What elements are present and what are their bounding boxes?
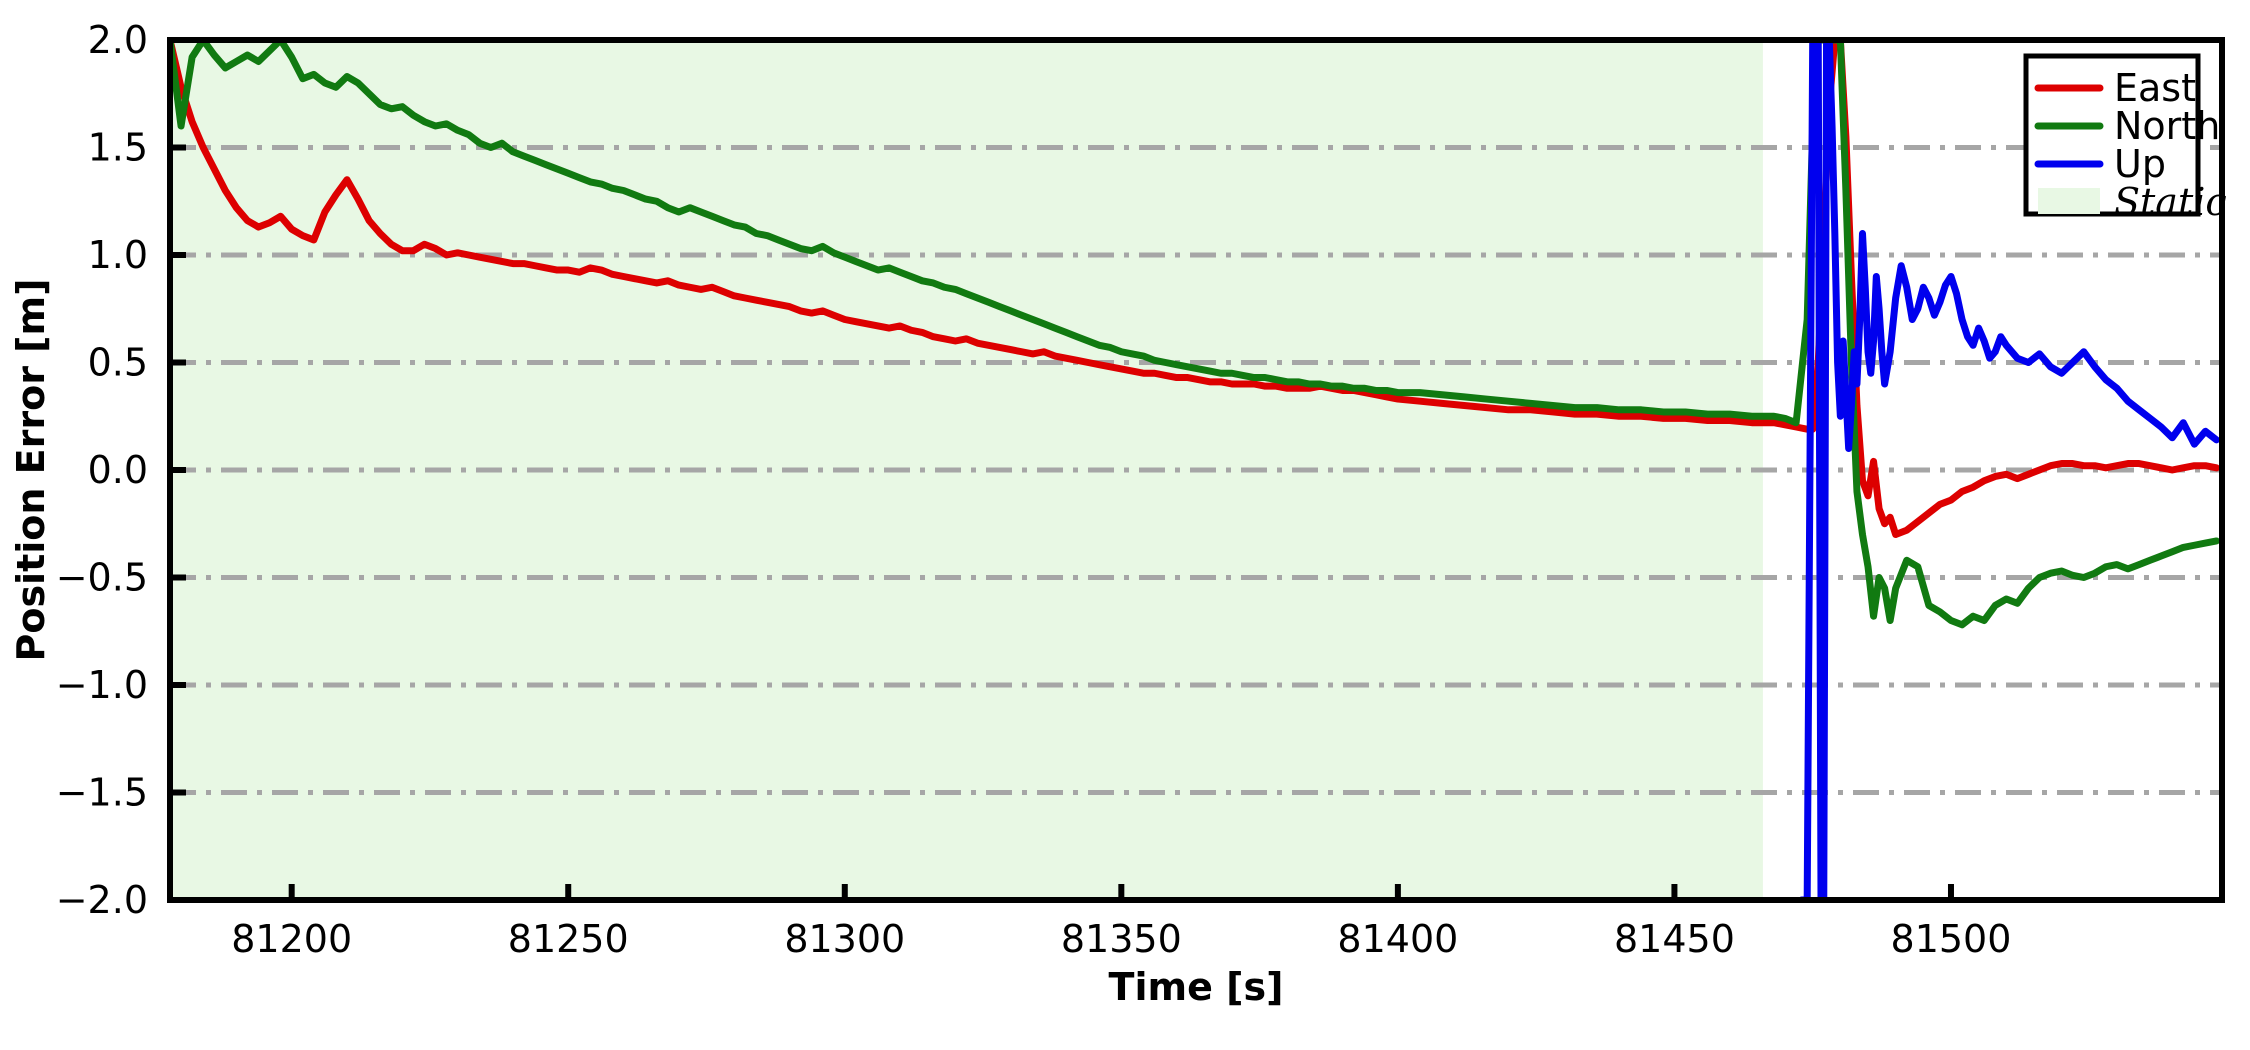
series-line-east: [170, 40, 2220, 538]
x-tick-label: 81300: [784, 917, 905, 961]
y-tick-label: 0.5: [88, 341, 148, 385]
y-axis-title: Position Error [m]: [9, 278, 53, 661]
y-tick-label: 1.5: [88, 126, 148, 170]
legend-label-east[interactable]: East: [2114, 66, 2196, 110]
legend-label-up[interactable]: Up: [2114, 142, 2166, 186]
x-tick-group: 81200 81250 81300 81350 81400 81450 81500: [231, 884, 2011, 961]
series-line-north: [170, 40, 2220, 629]
y-tick-label: 2.0: [88, 18, 148, 62]
x-tick-label: 81500: [1891, 917, 2012, 961]
x-tick-label: 81200: [231, 917, 352, 961]
y-tick-label: −1.5: [56, 771, 148, 815]
y-tick-label: 1.0: [88, 233, 148, 277]
legend-label-static[interactable]: Static: [2114, 180, 2227, 224]
static-region: [170, 40, 1763, 900]
x-tick-label: 81450: [1614, 917, 1735, 961]
legend-label-north[interactable]: North: [2114, 104, 2220, 148]
y-tick-group: −2.0 −1.5 −1.0 −0.5 0.0 0.5 1.0 1.5 2.0: [56, 18, 186, 922]
x-axis-title: Time [s]: [1109, 965, 1284, 1009]
x-tick-label: 81400: [1337, 917, 1458, 961]
data-series-group: [170, 40, 2220, 900]
series-line-up: [1798, 40, 2220, 900]
legend-box: [2023, 53, 2201, 217]
y-tick-label: −2.0: [56, 878, 148, 922]
static-region-group: [170, 40, 1763, 900]
legend-swatch-static: [2038, 188, 2100, 214]
y-tick-label: −1.0: [56, 663, 148, 707]
y-tick-label: −0.5: [56, 556, 148, 600]
y-tick-label: 0.0: [88, 448, 148, 492]
x-tick-label: 81350: [1061, 917, 1182, 961]
x-tick-label: 81250: [508, 917, 629, 961]
